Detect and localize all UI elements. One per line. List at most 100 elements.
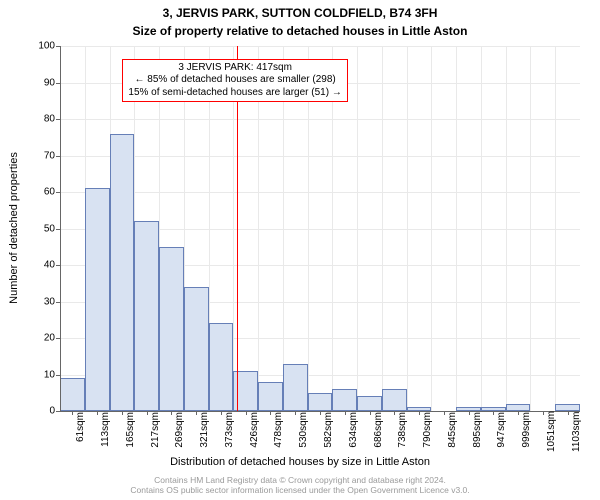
y-tick-label: 20 <box>15 333 55 344</box>
histogram-bar <box>110 134 135 411</box>
y-tick-mark <box>56 375 60 376</box>
annotation-line1: 3 JERVIS PARK: 417sqm <box>128 62 341 75</box>
x-tick-label: 217sqm <box>150 412 161 452</box>
y-tick-mark <box>56 265 60 266</box>
annotation-line2: ← 85% of detached houses are smaller (29… <box>128 74 341 87</box>
x-tick-mark <box>196 411 197 415</box>
x-gridline <box>555 46 556 411</box>
x-tick-mark <box>469 411 470 415</box>
x-gridline <box>456 46 457 411</box>
y-tick-mark <box>56 156 60 157</box>
y-tick-label: 60 <box>15 187 55 198</box>
y-tick-mark <box>56 119 60 120</box>
y-tick-mark <box>56 83 60 84</box>
y-axis-line <box>60 46 61 411</box>
x-tick-label: 113sqm <box>100 412 111 452</box>
y-tick-label: 40 <box>15 260 55 271</box>
x-tick-mark <box>72 411 73 415</box>
y-tick-label: 0 <box>15 406 55 417</box>
x-tick-mark <box>394 411 395 415</box>
histogram-bar <box>283 364 308 411</box>
y-gridline <box>60 46 580 47</box>
x-tick-label: 426sqm <box>249 412 260 452</box>
x-tick-mark <box>147 411 148 415</box>
y-tick-label: 90 <box>15 77 55 88</box>
x-gridline <box>357 46 358 411</box>
y-tick-mark <box>56 46 60 47</box>
footer-line2: Contains OS public sector information li… <box>0 486 600 496</box>
x-tick-label: 947sqm <box>496 412 507 452</box>
x-gridline <box>530 46 531 411</box>
x-tick-label: 478sqm <box>273 412 284 452</box>
x-tick-mark <box>345 411 346 415</box>
x-tick-label: 634sqm <box>348 412 359 452</box>
x-tick-label: 999sqm <box>521 412 532 452</box>
histogram-bar <box>357 396 382 411</box>
x-gridline <box>407 46 408 411</box>
histogram-bar <box>506 404 531 411</box>
histogram-bar <box>60 378 85 411</box>
x-tick-mark <box>518 411 519 415</box>
x-tick-mark <box>97 411 98 415</box>
histogram-bar <box>159 247 184 411</box>
histogram-bar <box>555 404 580 411</box>
x-tick-label: 1051sqm <box>546 412 557 452</box>
y-tick-mark <box>56 302 60 303</box>
x-tick-label: 61sqm <box>75 412 86 452</box>
x-tick-label: 165sqm <box>125 412 136 452</box>
histogram-bar <box>184 287 209 411</box>
footer-attribution: Contains HM Land Registry data © Crown c… <box>0 476 600 496</box>
y-gridline <box>60 156 580 157</box>
x-gridline <box>481 46 482 411</box>
x-tick-label: 582sqm <box>323 412 334 452</box>
x-tick-mark <box>568 411 569 415</box>
annotation-box: 3 JERVIS PARK: 417sqm← 85% of detached h… <box>122 59 347 103</box>
chart-title-line2: Size of property relative to detached ho… <box>0 24 600 38</box>
x-gridline <box>382 46 383 411</box>
x-tick-label: 269sqm <box>174 412 185 452</box>
y-gridline <box>60 192 580 193</box>
x-axis-title: Distribution of detached houses by size … <box>0 456 600 468</box>
histogram-bar <box>382 389 407 411</box>
x-tick-mark <box>419 411 420 415</box>
x-tick-label: 373sqm <box>224 412 235 452</box>
y-tick-label: 30 <box>15 296 55 307</box>
plot-area: 3 JERVIS PARK: 417sqm← 85% of detached h… <box>60 46 580 411</box>
y-tick-mark <box>56 411 60 412</box>
x-tick-label: 686sqm <box>373 412 384 452</box>
histogram-bar <box>332 389 357 411</box>
x-tick-mark <box>493 411 494 415</box>
x-tick-mark <box>171 411 172 415</box>
histogram-bar <box>85 188 110 411</box>
x-tick-label: 530sqm <box>298 412 309 452</box>
y-tick-label: 10 <box>15 369 55 380</box>
y-gridline <box>60 119 580 120</box>
histogram-bar <box>258 382 283 411</box>
y-tick-label: 70 <box>15 150 55 161</box>
x-tick-mark <box>122 411 123 415</box>
x-tick-label: 790sqm <box>422 412 433 452</box>
y-tick-mark <box>56 229 60 230</box>
x-gridline <box>431 46 432 411</box>
x-tick-mark <box>295 411 296 415</box>
y-tick-label: 80 <box>15 114 55 125</box>
y-tick-mark <box>56 192 60 193</box>
x-tick-label: 1103sqm <box>571 412 582 452</box>
histogram-bar <box>134 221 159 411</box>
chart-container: 3, JERVIS PARK, SUTTON COLDFIELD, B74 3F… <box>0 0 600 500</box>
y-tick-label: 100 <box>15 41 55 52</box>
x-tick-mark <box>444 411 445 415</box>
annotation-line3: 15% of semi-detached houses are larger (… <box>128 87 341 100</box>
x-tick-label: 895sqm <box>472 412 483 452</box>
x-tick-label: 845sqm <box>447 412 458 452</box>
x-tick-mark <box>370 411 371 415</box>
x-tick-label: 321sqm <box>199 412 210 452</box>
y-tick-mark <box>56 338 60 339</box>
histogram-bar <box>209 323 234 411</box>
x-gridline <box>506 46 507 411</box>
x-tick-mark <box>270 411 271 415</box>
x-tick-mark <box>543 411 544 415</box>
x-tick-mark <box>246 411 247 415</box>
x-tick-label: 738sqm <box>397 412 408 452</box>
x-tick-mark <box>320 411 321 415</box>
